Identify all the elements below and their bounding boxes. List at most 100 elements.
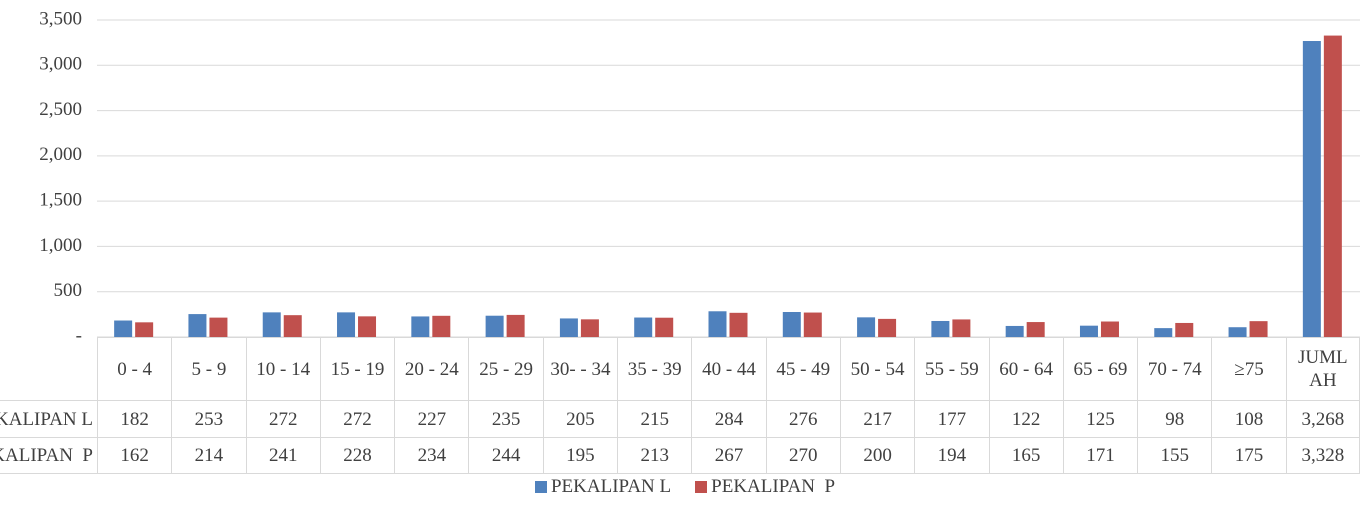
table-value: 125: [1062, 400, 1138, 437]
category-cell: 15 - 19: [319, 337, 395, 400]
bar: [655, 317, 674, 337]
category-cell: 65 - 69: [1062, 337, 1138, 400]
category-cell: 40 - 44: [691, 337, 766, 400]
bar: [857, 317, 876, 337]
bar: [952, 319, 971, 337]
legend-label: PEKALIPAN L: [550, 476, 672, 497]
legend: PEKALIPAN L PEKALIPAN P: [0, 476, 1370, 498]
bar: [1302, 41, 1321, 337]
table-value: 244: [468, 437, 543, 474]
legend-item: PEKALIPAN L: [534, 476, 672, 498]
table-value: 122: [988, 400, 1063, 437]
bar: [1175, 322, 1194, 337]
table-value: 235: [468, 400, 543, 437]
bar: [803, 312, 822, 337]
y-tick-label: 3,500: [39, 8, 82, 29]
table-value: 228: [319, 437, 395, 474]
table-value: 234: [394, 437, 469, 474]
bar: [878, 318, 897, 337]
category-cell: 0 - 4: [97, 337, 172, 400]
table-value: 284: [691, 400, 766, 437]
legend-swatch: [534, 481, 547, 493]
bar: [114, 320, 133, 337]
category-cell: 45 - 49: [765, 337, 840, 400]
bar: [188, 314, 207, 337]
bar: [1228, 327, 1247, 337]
bar: [358, 316, 377, 337]
table-value: 270: [765, 437, 840, 474]
bar: [1154, 328, 1173, 337]
bar: [337, 312, 356, 337]
bar: [283, 315, 302, 337]
table-value: 241: [245, 437, 320, 474]
category-cell: 55 - 59: [914, 337, 989, 400]
table-value: 272: [245, 400, 320, 437]
legend-label: PEKALIPAN P: [711, 476, 836, 497]
y-tick-label: 1,500: [39, 190, 82, 211]
table-value: 227: [394, 400, 469, 437]
table-value: 276: [765, 400, 840, 437]
table-value: 253: [171, 400, 246, 437]
table-value: 177: [914, 400, 989, 437]
category-cell: 25 - 29: [468, 337, 543, 400]
table-value: 214: [171, 437, 246, 474]
table-value: 98: [1137, 400, 1212, 437]
table-value: 3,328: [1285, 437, 1360, 474]
bar: [1005, 325, 1024, 337]
category-cell: 60 - 64: [988, 337, 1063, 400]
table-value: 194: [914, 437, 989, 474]
category-cell: 50 - 54: [839, 337, 915, 400]
bar: [1323, 35, 1342, 338]
y-tick-label: 1,000: [39, 235, 82, 256]
table-value: 165: [988, 437, 1063, 474]
bar: [135, 322, 154, 337]
category-cell: ≥75: [1211, 337, 1286, 400]
bar: [262, 312, 281, 337]
bar: [931, 320, 950, 337]
y-tick-label: 500: [54, 280, 83, 301]
row-header: PEKALIPAN L: [0, 400, 97, 437]
y-tick-label: -: [76, 325, 82, 346]
y-tick-label: 3,000: [39, 54, 82, 75]
bar: [559, 318, 578, 337]
table-value: 272: [319, 400, 395, 437]
category-cell: 30- - 34: [542, 337, 618, 400]
table-value: 213: [617, 437, 692, 474]
bar: [580, 319, 599, 337]
table-value: 108: [1211, 400, 1286, 437]
table-value: 155: [1137, 437, 1212, 474]
table-value: 171: [1062, 437, 1138, 474]
bar: [209, 317, 228, 337]
table-value: 205: [542, 400, 618, 437]
row-header: PEKALIPAN P: [0, 437, 97, 474]
legend-swatch: [695, 481, 708, 493]
table-value: 267: [691, 437, 766, 474]
category-cell: JUMLAH: [1285, 337, 1360, 400]
y-tick-label: 2,500: [39, 99, 82, 120]
category-cell: 20 - 24: [394, 337, 469, 400]
table-value: 195: [542, 437, 618, 474]
table-value: 162: [97, 437, 172, 474]
bar: [708, 311, 727, 337]
bar: [1100, 321, 1119, 337]
bar: [1079, 325, 1098, 337]
bar: [634, 317, 653, 337]
table-value: 182: [97, 400, 172, 437]
bar: [432, 315, 451, 337]
bar: [411, 316, 430, 337]
table-value: 215: [617, 400, 692, 437]
category-cell: 70 - 74: [1137, 337, 1212, 400]
category-cell: 5 - 9: [171, 337, 246, 400]
bar: [782, 312, 801, 337]
y-tick-label: 2,000: [39, 144, 82, 165]
bar: [729, 312, 748, 337]
legend-item: PEKALIPAN P: [695, 476, 835, 498]
table-value: 175: [1211, 437, 1286, 474]
bar: [506, 314, 525, 337]
bar: [1249, 321, 1268, 337]
table-value: 3,268: [1285, 400, 1360, 437]
category-cell: 10 - 14: [245, 337, 320, 400]
bar: [485, 315, 504, 337]
